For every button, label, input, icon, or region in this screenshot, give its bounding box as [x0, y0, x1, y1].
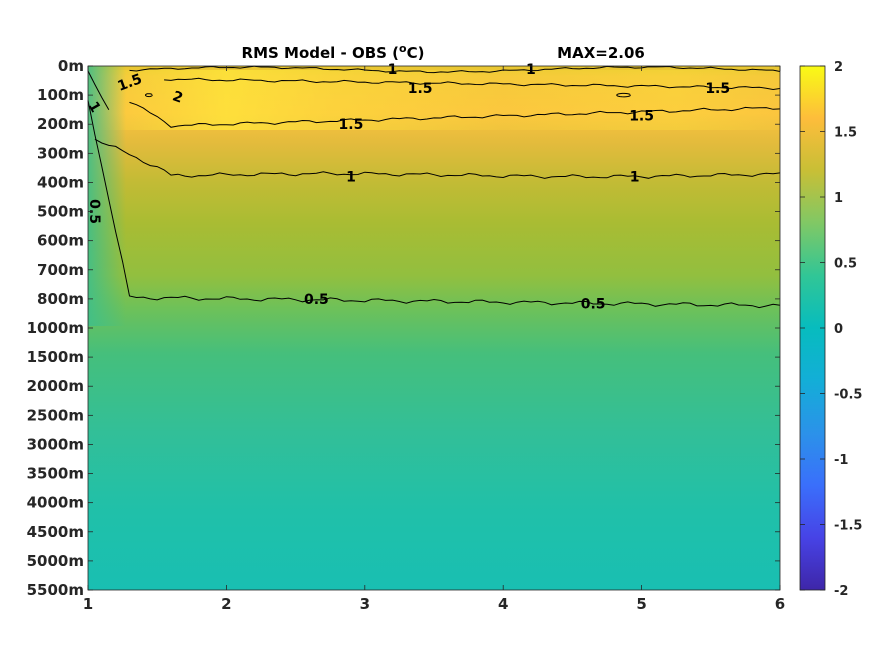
contour-label: 1.5 [705, 81, 730, 97]
y-tick-label: 3000m [27, 435, 84, 453]
contour-line-1-5-lower [129, 101, 781, 128]
colorbar-tick-label: 1 [834, 191, 843, 206]
heatmap-hot-band [88, 70, 780, 130]
contour-label: 1.5 [115, 71, 144, 95]
contour-lines [87, 65, 781, 309]
contour-line-1-5-upper [164, 77, 781, 91]
heatmap-plot-area: 1.521 11.5 1.51.51.511 10.50.5 0.5 [85, 62, 781, 591]
contour-label: 1.5 [629, 108, 654, 124]
contour-label: 1 [388, 62, 398, 78]
y-tick-label: 700m [37, 261, 84, 279]
y-tick-label: 0m [58, 57, 84, 75]
contour-line-1 [94, 138, 781, 179]
y-tick-label: 3500m [27, 465, 84, 483]
contour-label: 1 [346, 170, 356, 186]
colorbar-tick-label: 0 [834, 322, 843, 337]
colorbar-tick-label: -1 [834, 453, 848, 468]
contour-label: 1.5 [408, 81, 433, 97]
y-tick-label: 2000m [27, 377, 84, 395]
y-tick-label: 200m [37, 115, 84, 133]
x-tick-label: 3 [360, 595, 370, 613]
x-tick-label: 2 [221, 595, 231, 613]
y-tick-label: 5500m [27, 581, 84, 599]
max-label: MAX=2.06 [557, 44, 645, 62]
y-axis: 0m 100m 200m 300m 400m 500m 600m 700m 800m 1000m 1… [27, 57, 780, 599]
heatmap-field [88, 66, 780, 590]
x-tick-label: 4 [498, 595, 508, 613]
x-tick-label: 5 [636, 595, 646, 613]
y-tick-label: 600m [37, 232, 84, 250]
x-axis: 1 2 3 4 5 6 [83, 66, 785, 613]
x-tick-label: 6 [775, 595, 785, 613]
x-tick-label: 1 [83, 595, 93, 613]
y-tick-label: 2500m [27, 406, 84, 424]
colorbar-tick-label: 2 [834, 60, 843, 75]
contour-label: 0.5 [86, 199, 102, 224]
colorbar-tick-label: -2 [834, 584, 848, 599]
colorbar-tick-label: -1.5 [834, 519, 862, 534]
chart-title: RMS Model - OBS (oC) [242, 42, 425, 62]
contour-line-0-5 [87, 100, 781, 309]
y-tick-label: 300m [37, 144, 84, 162]
y-tick-label: 500m [37, 203, 84, 221]
y-tick-label: 800m [37, 290, 84, 308]
y-tick-label: 1500m [27, 348, 84, 366]
contour-label: 0.5 [304, 292, 329, 308]
y-tick-label: 1000m [27, 319, 84, 337]
heatmap-left-edge [88, 66, 126, 326]
y-tick-label: 5000m [27, 552, 84, 570]
contour-line-1-top [129, 65, 781, 74]
contour-label: 1 [526, 62, 536, 78]
y-tick-label: 400m [37, 173, 84, 191]
y-tick-label: 100m [37, 86, 84, 104]
colorbar-tick-label: 1.5 [834, 126, 857, 141]
contour-line-1-left [87, 70, 110, 111]
y-tick-label: 4000m [27, 494, 84, 512]
colorbar-tick-label: 0.5 [834, 257, 857, 272]
colorbar-ticks: 2 1.5 1 0.5 0 -0.5 -1 -1.5 -2 [800, 60, 862, 599]
contour-label: 0.5 [581, 296, 606, 312]
contour-line-2-left [145, 93, 153, 98]
contour-label: 1 [630, 170, 640, 186]
contour-label: 1.5 [339, 117, 364, 133]
colorbar-tick-label: -0.5 [834, 388, 862, 403]
contour-line-2-right [616, 92, 631, 98]
y-tick-label: 4500m [27, 523, 84, 541]
colorbar: 2 1.5 1 0.5 0 -0.5 -1 -1.5 -2 [799, 60, 862, 599]
